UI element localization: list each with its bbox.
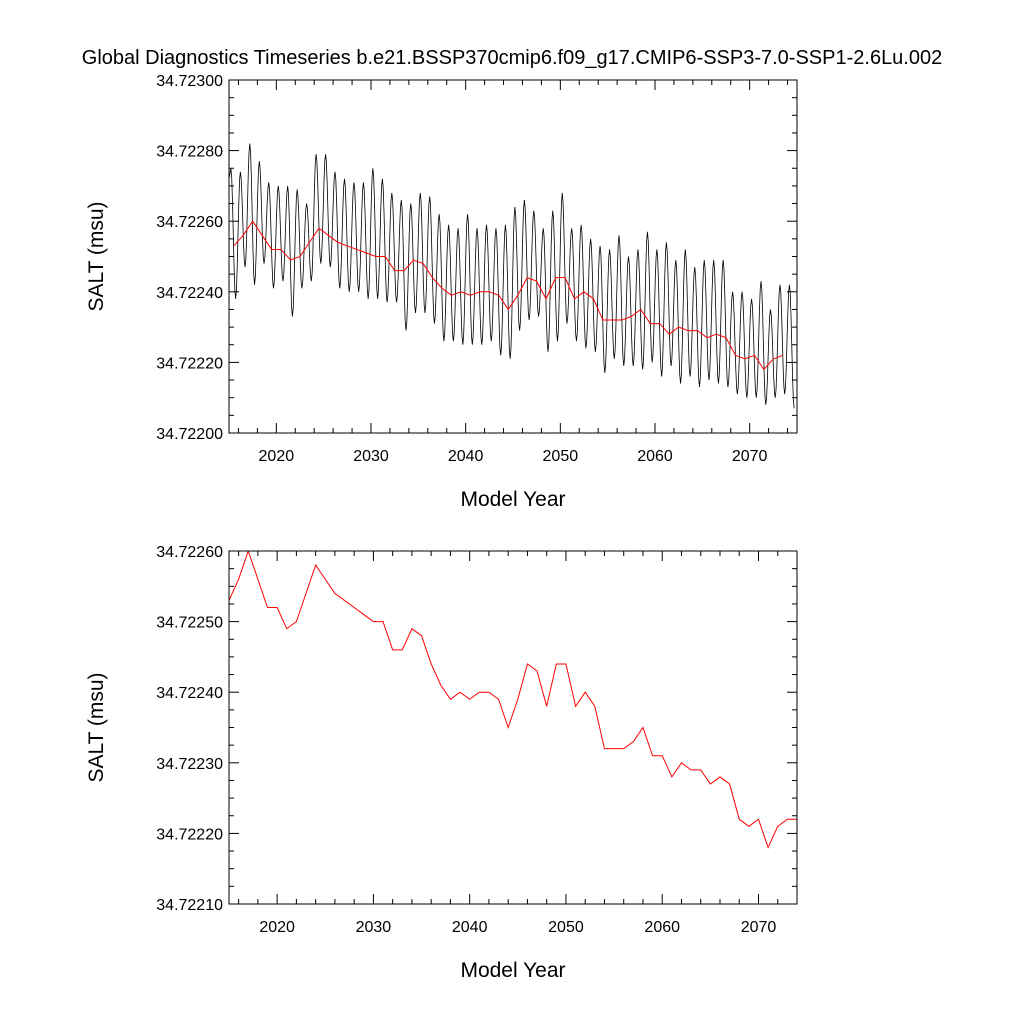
x-tick-label: 2070 bbox=[741, 919, 777, 936]
y-tick-label: 34.72260 bbox=[156, 214, 223, 231]
x-axis-label: Model Year bbox=[460, 959, 565, 982]
plot-area bbox=[229, 143, 795, 409]
annual-mean-line bbox=[233, 220, 783, 371]
y-tick-label: 34.72210 bbox=[156, 897, 223, 914]
x-tick-label: 2040 bbox=[452, 919, 488, 936]
y-tick-label: 34.72260 bbox=[156, 544, 223, 561]
x-tick-label: 2020 bbox=[259, 919, 295, 936]
x-tick-label: 2050 bbox=[548, 919, 584, 936]
x-axis-label: Model Year bbox=[460, 488, 565, 511]
x-tick-label: 2020 bbox=[259, 448, 295, 465]
bottom-panel: 2020 2030 2040 2050 2060 2070 34.72210 34.72220… bbox=[85, 544, 798, 982]
y-tick-label: 34.72220 bbox=[156, 355, 223, 372]
annual-mean-line bbox=[229, 551, 797, 849]
y-tick-label: 34.72250 bbox=[156, 615, 223, 632]
x-tick-label: 2030 bbox=[353, 448, 389, 465]
y-tick-label: 34.72220 bbox=[156, 826, 223, 843]
x-tick-label: 2070 bbox=[732, 448, 768, 465]
y-tick-label: 34.72240 bbox=[156, 685, 223, 702]
figure-title: Global Diagnostics Timeseries b.e21.BSSP… bbox=[82, 47, 942, 69]
y-tick-label: 34.72200 bbox=[156, 426, 223, 443]
plot-area bbox=[229, 551, 797, 849]
y-tick-label: 34.72300 bbox=[156, 73, 223, 90]
y-axis-label: SALT (msu) bbox=[85, 672, 108, 782]
x-tick-label: 2060 bbox=[644, 919, 680, 936]
plot-frame bbox=[228, 550, 798, 905]
y-tick-label: 34.72240 bbox=[156, 285, 223, 302]
y-tick-label: 34.72280 bbox=[156, 144, 223, 161]
x-tick-label: 2030 bbox=[356, 919, 392, 936]
y-axis-label: SALT (msu) bbox=[85, 201, 108, 311]
x-tick-label: 2060 bbox=[637, 448, 673, 465]
y-tick-label: 34.72230 bbox=[156, 756, 223, 773]
x-tick-label: 2040 bbox=[448, 448, 484, 465]
top-panel: 2020 2030 2040 2050 2060 2070 34.72200 34.72220… bbox=[85, 73, 798, 511]
monthly-series-line bbox=[229, 143, 795, 409]
x-tick-label: 2050 bbox=[543, 448, 579, 465]
